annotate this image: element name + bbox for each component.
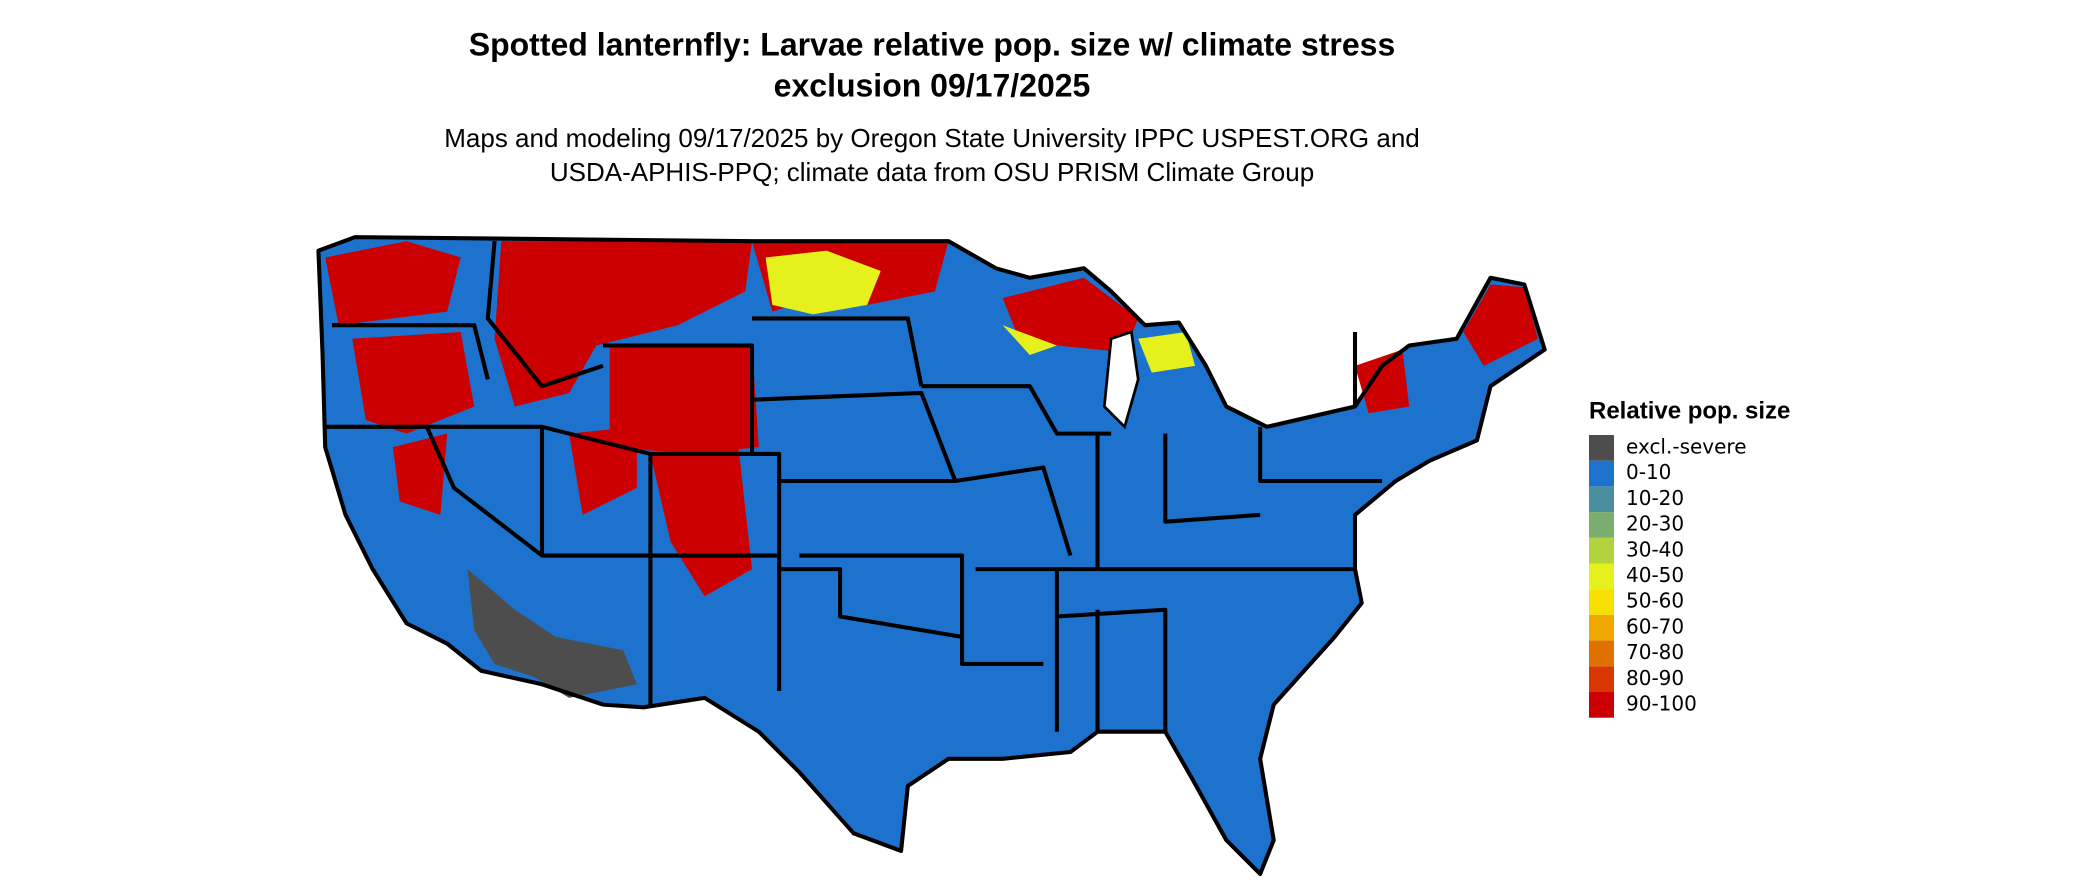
excluded-area — [467, 569, 637, 698]
legend: Relative pop. size excl.-severe0-1010-202… — [1589, 397, 1790, 718]
legend-title: Relative pop. size — [1589, 397, 1790, 424]
legend-swatch — [1589, 666, 1614, 692]
legend-swatch — [1589, 512, 1614, 538]
legend-swatch — [1589, 486, 1614, 513]
legend-label: 0-10 — [1626, 460, 1671, 484]
legend-label: 40-50 — [1626, 563, 1684, 587]
legend-swatch — [1589, 614, 1614, 641]
legend-label: excl.-severe — [1626, 435, 1747, 459]
legend-swatch — [1589, 692, 1614, 718]
lake-michigan — [1102, 330, 1140, 430]
chart-title: Spotted lanternfly: Larvae relative pop.… — [469, 26, 1396, 62]
legend-label: 30-40 — [1626, 537, 1684, 561]
legend-label: 20-30 — [1626, 512, 1684, 536]
state-borders — [316, 235, 1547, 877]
mid-pop-areas — [765, 250, 1196, 373]
legend-label: 80-90 — [1626, 666, 1684, 690]
chart-title: exclusion 09/17/2025 — [774, 67, 1091, 103]
legend-swatch — [1589, 537, 1614, 564]
map — [316, 235, 1547, 877]
chart-subtitle: USDA-APHIS-PPQ; climate data from OSU PR… — [550, 157, 1314, 187]
legend-label: 90-100 — [1626, 692, 1697, 716]
legend-swatch — [1589, 589, 1614, 615]
chart-subtitle: Maps and modeling 09/17/2025 by Oregon S… — [444, 123, 1420, 153]
high-pop-areas — [325, 241, 1538, 597]
legend-label: 70-80 — [1626, 640, 1684, 664]
legend-label: 60-70 — [1626, 614, 1684, 638]
legend-swatch — [1589, 435, 1614, 461]
legend-swatch — [1589, 460, 1614, 487]
legend-label: 50-60 — [1626, 589, 1684, 613]
legend-label: 10-20 — [1626, 486, 1684, 510]
legend-swatch — [1589, 640, 1614, 667]
legend-swatch — [1589, 563, 1614, 590]
titles: Spotted lanternfly: Larvae relative pop.… — [444, 26, 1420, 186]
